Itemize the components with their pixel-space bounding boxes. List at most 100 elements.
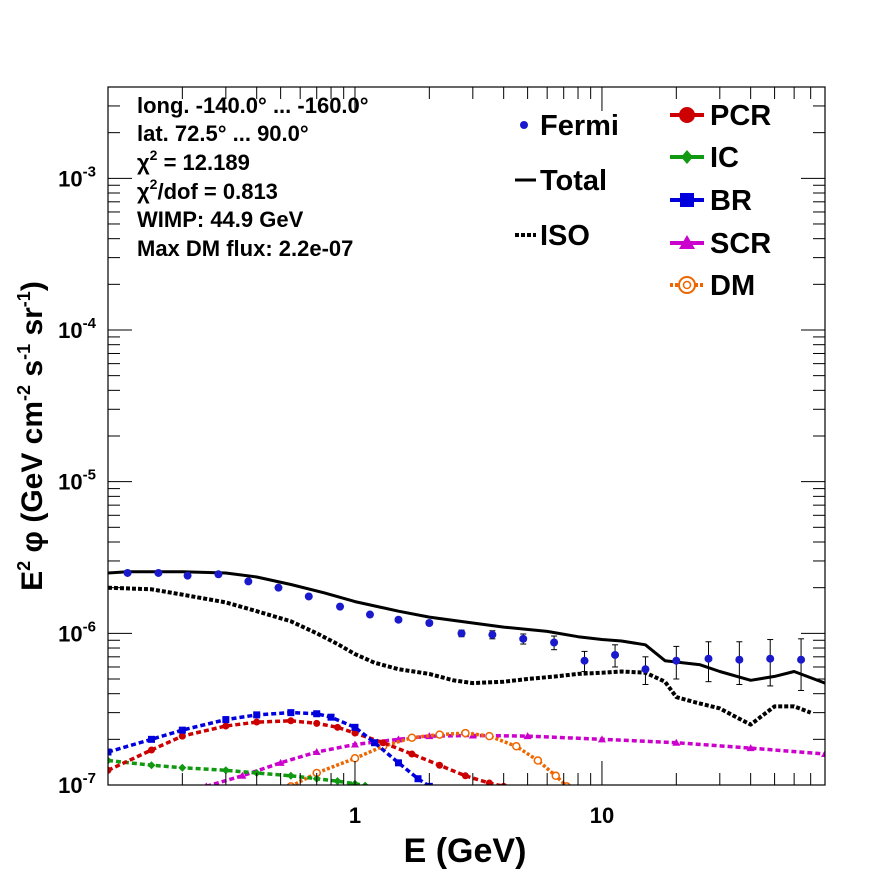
- series-br-point: [178, 726, 186, 734]
- series-dm-point: [551, 771, 561, 781]
- y-tick-label: 10-7: [58, 770, 96, 798]
- legend-item-dm: DM: [670, 270, 755, 302]
- series-br-point: [222, 716, 230, 724]
- series-dm-point: [435, 730, 444, 739]
- fermi-data-points: [123, 568, 806, 691]
- series-ic-point: [147, 761, 156, 770]
- fermi-point: [766, 654, 775, 663]
- fermi-point: [244, 577, 253, 586]
- info-longitude: long. -140.0° ... -160.0°: [137, 93, 369, 118]
- svg-text:E2 φ (GeV cm-2 s-1 sr-1): E2 φ (GeV cm-2 s-1 sr-1): [14, 281, 49, 591]
- legend-item-br: BR: [670, 185, 752, 217]
- fermi-point: [154, 568, 163, 577]
- series-scr-point: [672, 738, 681, 746]
- series-pcr-point: [287, 717, 295, 725]
- svg-text:PCR: PCR: [710, 100, 771, 132]
- series-ic-point: [178, 763, 187, 772]
- info-chi2: χ2 = 12.189: [137, 147, 250, 175]
- series-pcr-point: [222, 722, 230, 730]
- legend-item-scr: SCR: [670, 228, 771, 260]
- fermi-point: [641, 665, 650, 674]
- series-pcr-point: [485, 779, 493, 785]
- fermi-point: [457, 629, 466, 638]
- series-scr-point: [204, 782, 208, 785]
- fermi-point: [214, 570, 223, 579]
- series-pcr-point: [436, 761, 444, 769]
- x-tick-label: 1: [349, 803, 361, 828]
- series-pcr-point: [147, 746, 155, 754]
- fermi-point: [365, 610, 374, 619]
- svg-text:BR: BR: [710, 185, 752, 217]
- legend-item-fermi: Fermi: [520, 110, 619, 142]
- svg-text:IC: IC: [710, 142, 739, 174]
- series-scr-point: [276, 758, 285, 766]
- fermi-point: [488, 630, 497, 639]
- series-scr-point: [238, 771, 247, 779]
- svg-text:SCR: SCR: [710, 228, 771, 260]
- series-dm-point: [350, 754, 360, 763]
- series-pcr-point: [253, 718, 261, 726]
- series-dm-point: [461, 728, 470, 738]
- series-br-point: [108, 748, 112, 756]
- fermi-point: [123, 568, 132, 577]
- series-br-point: [313, 710, 321, 718]
- info-max-dm-flux: Max DM flux: 2.2e-07: [137, 236, 353, 261]
- series-dm-point: [512, 742, 521, 751]
- series-ic-point: [361, 781, 369, 785]
- info-wimp-mass: WIMP: 44.9 GeV: [137, 207, 304, 232]
- y-axis-label: E2 φ (GeV cm-2 s-1 sr-1): [14, 281, 49, 591]
- series-pcr-line: [108, 719, 505, 785]
- fermi-point: [704, 654, 713, 663]
- fermi-point: [611, 650, 620, 659]
- series-pcr-point: [178, 732, 186, 740]
- series-ic-line: [108, 758, 366, 785]
- series-br-point: [253, 711, 261, 719]
- series-scr-point: [821, 750, 825, 758]
- series-scr-point: [597, 735, 606, 743]
- series-dm-point: [485, 731, 494, 741]
- series-dm-point: [407, 733, 417, 742]
- fermi-point: [672, 656, 681, 665]
- legend-item-pcr: PCR: [670, 100, 771, 132]
- y-tick-label: 10-3: [58, 163, 96, 191]
- fermi-point: [394, 615, 403, 624]
- series-ic-point: [286, 771, 295, 780]
- series-ic-point: [221, 766, 230, 775]
- svg-text:ISO: ISO: [540, 220, 590, 252]
- series-ic-point: [333, 777, 342, 785]
- fermi-point: [274, 583, 283, 592]
- series-scr-point: [746, 744, 755, 752]
- y-tick-label: 10-6: [58, 618, 96, 646]
- series-pcr-point: [313, 719, 321, 727]
- svg-text:Fermi: Fermi: [540, 110, 619, 142]
- series-dm-point: [533, 756, 543, 765]
- series-br-point: [147, 735, 155, 743]
- series-pcr-point: [461, 772, 469, 780]
- svg-text:Total: Total: [540, 165, 607, 197]
- series-pcr-point: [351, 729, 359, 737]
- info-chi2-dof: χ2/dof = 0.813: [137, 176, 278, 204]
- legend-fermi-marker: [520, 121, 528, 129]
- legend-ic-marker: [681, 150, 693, 164]
- axes: 1 10 10-7 10-6 10-5 10-4 10-3: [58, 86, 826, 828]
- series-ic-point: [252, 768, 261, 777]
- series-br-point: [394, 759, 402, 767]
- fermi-point: [735, 655, 744, 664]
- series-br-point: [371, 739, 379, 747]
- series-br-point: [414, 775, 422, 783]
- series-br-point: [327, 713, 335, 721]
- legend-pcr-marker: [679, 107, 695, 123]
- info-latitude: lat. 72.5° ... 90.0°: [137, 121, 309, 146]
- series-iso-line: [108, 585, 812, 727]
- legend-item-total: Total: [515, 165, 607, 197]
- fermi-point: [550, 638, 559, 647]
- info-panel: long. -140.0° ... -160.0° lat. 72.5° ...…: [137, 93, 369, 261]
- legend: Fermi Total ISO PCR IC BR SCR: [515, 100, 771, 302]
- series-pcr-point: [108, 766, 112, 774]
- x-tick-label: 10: [590, 803, 614, 828]
- legend-item-iso: ISO: [515, 220, 590, 252]
- series-scr-point: [350, 740, 359, 748]
- fermi-point: [580, 656, 589, 665]
